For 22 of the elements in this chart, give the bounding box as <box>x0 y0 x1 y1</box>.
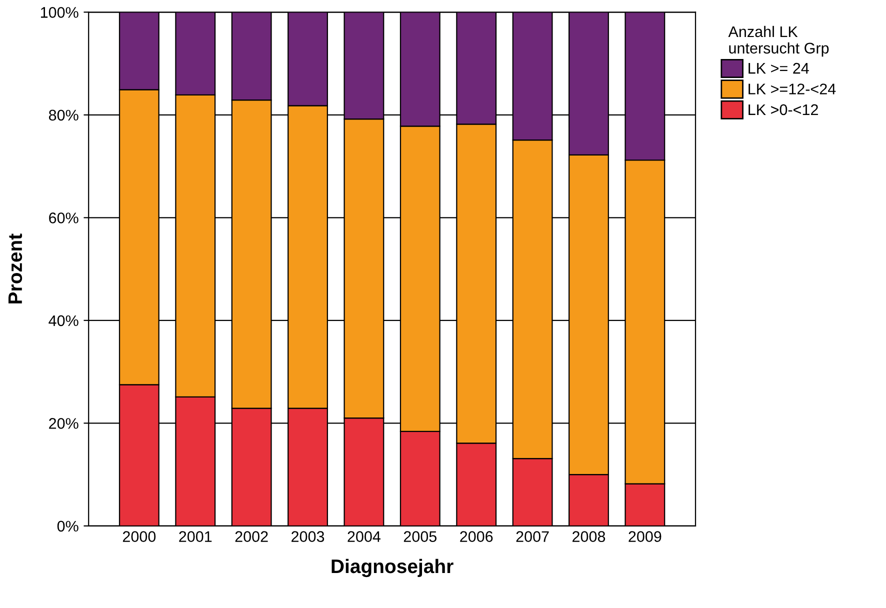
y-tick-label: 80% <box>48 110 78 121</box>
x-tick-label: 2009 <box>628 531 662 542</box>
y-axis-title: Prozent <box>8 234 22 304</box>
legend-label: LK >0-<12 <box>748 104 818 116</box>
y-tick-label: 20% <box>49 418 78 429</box>
y-tick-label: 60% <box>49 212 78 224</box>
y-tick-label: 0% <box>57 520 78 532</box>
x-tick-label: 2007 <box>516 531 549 542</box>
x-tick-label: 2005 <box>404 531 437 542</box>
x-tick-label: 2001 <box>179 531 212 542</box>
x-axis-title: Diagnosejahr <box>332 558 454 578</box>
x-tick-label: 2004 <box>348 531 381 542</box>
legend-label: LK >= 24 <box>748 62 809 74</box>
x-tick-label: 2003 <box>292 531 324 542</box>
x-tick-label: 2000 <box>122 531 156 542</box>
legend-label: LK >=12-<24 <box>748 84 836 94</box>
x-tick-label: 2006 <box>460 531 493 542</box>
x-tick-label: 2002 <box>235 531 268 542</box>
y-tick-label: 100% <box>40 7 78 18</box>
x-tick-label: 2008 <box>572 531 606 542</box>
legend-title: Anzahl LK untersucht Grp <box>728 26 829 57</box>
y-tick-label: 40% <box>48 315 78 326</box>
